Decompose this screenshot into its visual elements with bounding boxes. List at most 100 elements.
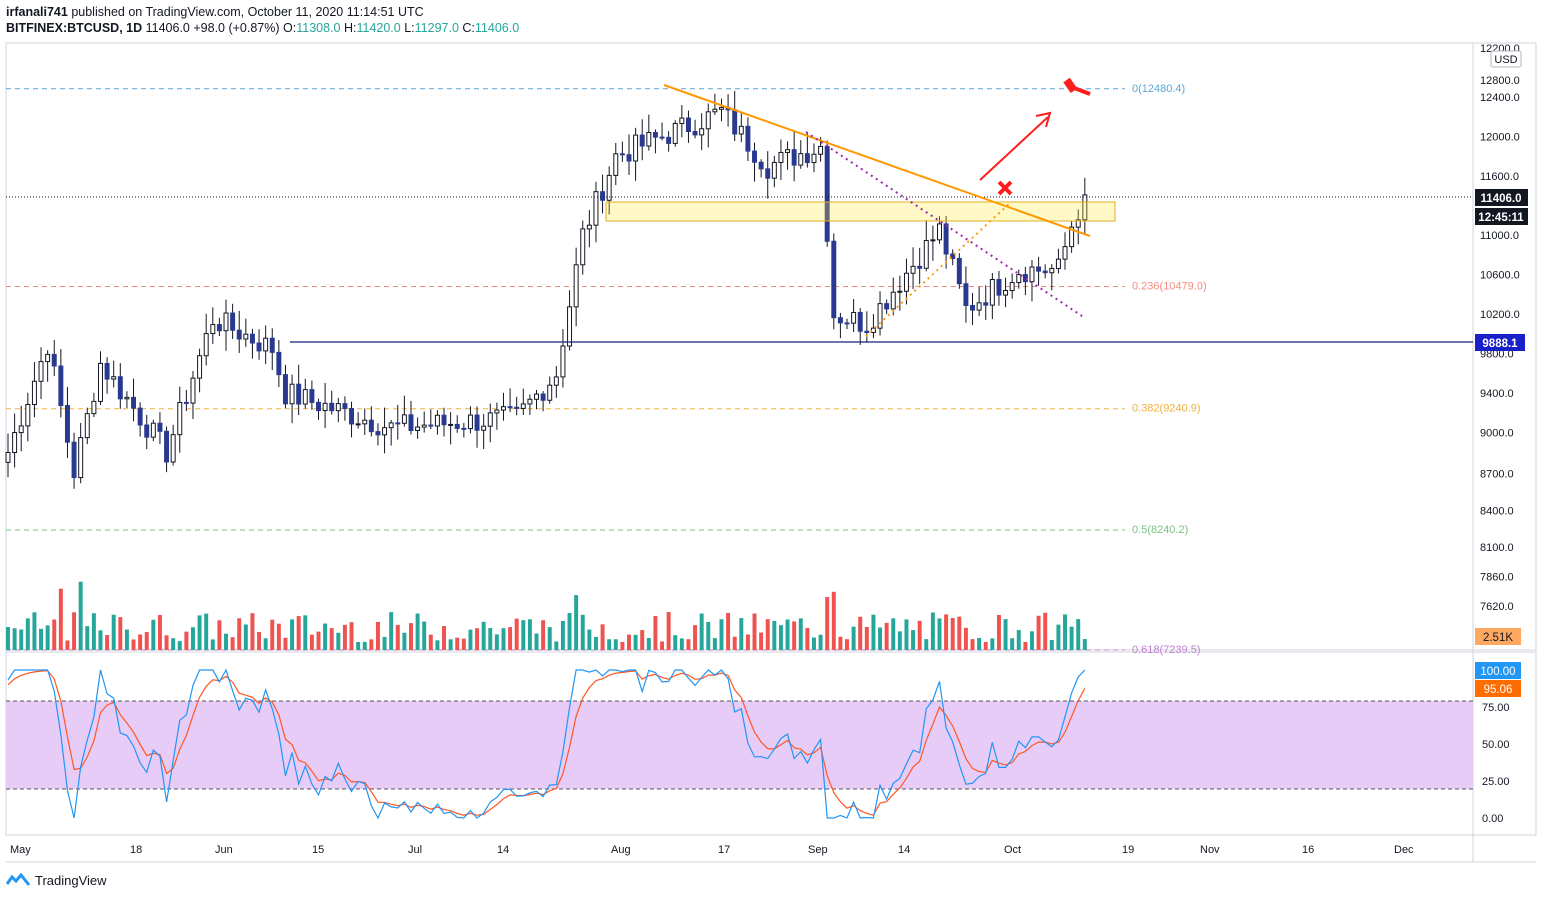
purple-dotted-trendline[interactable] xyxy=(805,131,1086,319)
candle-body xyxy=(600,191,606,201)
candle-body xyxy=(349,408,355,425)
time-axis[interactable]: May 18 Jun 15 Jul 14 Aug 17 Sep 14 Oct 19 Nov 16 Dec xyxy=(10,844,1414,856)
candle-body xyxy=(540,393,546,401)
up-arrow-head xyxy=(1035,111,1052,128)
low-value: 11297.0 xyxy=(414,21,459,35)
currency-badge[interactable] xyxy=(1490,50,1522,68)
resistance-zone[interactable] xyxy=(605,201,1116,222)
volume-bar xyxy=(402,632,407,650)
volume-bar xyxy=(878,627,883,650)
candle-body xyxy=(903,272,909,292)
price-tick-label: 12800.0 xyxy=(1480,75,1520,87)
footer-brand[interactable]: TradingView xyxy=(35,872,107,888)
candle-body xyxy=(646,132,652,147)
volume-bar xyxy=(613,639,618,650)
candle-body xyxy=(124,396,130,400)
candle-body xyxy=(890,291,896,310)
stoch-d-line xyxy=(7,670,1086,816)
candle-body xyxy=(322,402,328,412)
volume-bar xyxy=(587,629,592,650)
volume-bar xyxy=(468,629,473,650)
volume-bar xyxy=(607,639,612,650)
candle-body xyxy=(685,117,691,132)
up-arrow[interactable] xyxy=(979,116,1049,181)
candle-body xyxy=(1069,226,1075,248)
candle-body xyxy=(236,329,242,340)
time-tick-label: Sep xyxy=(808,844,828,856)
candle-body xyxy=(996,279,1002,296)
countdown-badge xyxy=(1475,208,1528,225)
volume-bar xyxy=(911,630,916,650)
volume-bar xyxy=(395,624,400,650)
volume-bar xyxy=(541,620,546,650)
price-tick-label: 11600.0 xyxy=(1480,171,1519,183)
candle-body xyxy=(111,376,117,380)
volume-bar xyxy=(409,623,413,650)
volume-bar xyxy=(283,637,288,650)
time-tick-label: 17 xyxy=(718,844,730,856)
candle-body xyxy=(243,333,249,340)
candle-body xyxy=(520,403,526,409)
volume-bar xyxy=(349,622,354,650)
countdown-label: 12:45:11 xyxy=(1478,212,1524,224)
price-tick-label: 7860.0 xyxy=(1480,572,1514,584)
volume-bar xyxy=(296,616,301,650)
candle-body xyxy=(355,423,361,426)
candle-body xyxy=(91,400,97,415)
volume-bar xyxy=(620,641,625,650)
time-tick-label: 19 xyxy=(1122,844,1134,856)
volume-bar xyxy=(891,618,896,650)
candle-body xyxy=(408,414,414,431)
currency-label: USD xyxy=(1494,54,1517,66)
candle-body xyxy=(573,264,579,308)
volume-bar xyxy=(673,635,678,650)
volume-bar xyxy=(732,636,737,650)
last-price-label: 11406.0 xyxy=(1481,193,1522,205)
descending-trendline[interactable] xyxy=(663,84,1091,237)
candle-body xyxy=(276,351,282,376)
candle-body xyxy=(818,145,824,155)
volume-bar xyxy=(39,628,44,650)
fib-label: 0(12480.4) xyxy=(1132,83,1185,95)
symbol-label[interactable]: BITFINEX:BTCUSD, 1D xyxy=(6,21,143,35)
publisher-name[interactable]: irfanali741 xyxy=(6,5,68,19)
time-tick-label: Jul xyxy=(408,844,422,856)
candle-body xyxy=(719,106,724,110)
volume-bar xyxy=(442,626,446,650)
candle-body xyxy=(31,380,37,406)
gavel-icon[interactable] xyxy=(1063,77,1091,96)
volume-bar xyxy=(679,638,684,650)
volume-bar xyxy=(547,627,552,650)
candle-body xyxy=(177,401,183,436)
price-tick-label: 10200.0 xyxy=(1480,309,1520,321)
cross-icon[interactable] xyxy=(997,180,1013,196)
volume-bar xyxy=(1049,639,1054,650)
volume-bar xyxy=(435,640,440,650)
level-label: 9888.1 xyxy=(1482,338,1518,350)
candle-body xyxy=(98,362,103,402)
candle-body xyxy=(692,130,698,136)
volume-bar xyxy=(45,625,50,650)
time-tick-label: 14 xyxy=(898,844,910,856)
volume-bar xyxy=(904,619,909,650)
candle-body xyxy=(930,239,936,242)
volume-bar xyxy=(197,615,202,650)
volume-bar xyxy=(765,619,770,650)
candle-body xyxy=(851,311,857,324)
tradingview-logo-icon[interactable] xyxy=(6,872,30,888)
volume-badge xyxy=(1475,628,1521,645)
time-tick-label: May xyxy=(10,844,31,856)
volume-bar xyxy=(276,623,281,650)
stoch-axis[interactable]: 75.00 50.00 25.00 0.00 xyxy=(1482,702,1510,825)
stoch-k-line xyxy=(7,668,1086,820)
candle-body xyxy=(884,303,890,310)
ascending-dotted-trendline[interactable] xyxy=(865,202,1011,337)
price-tick-label: 8400.0 xyxy=(1480,505,1514,517)
candle-body xyxy=(864,330,870,333)
publish-line: irfanali741 published on TradingView.com… xyxy=(6,4,519,20)
volume-bar xyxy=(944,614,949,650)
volume-bar xyxy=(699,613,704,650)
price-axis[interactable]: 12200.012800.012400.012000.011600.011000… xyxy=(1480,43,1520,613)
volume-bar xyxy=(78,581,83,650)
